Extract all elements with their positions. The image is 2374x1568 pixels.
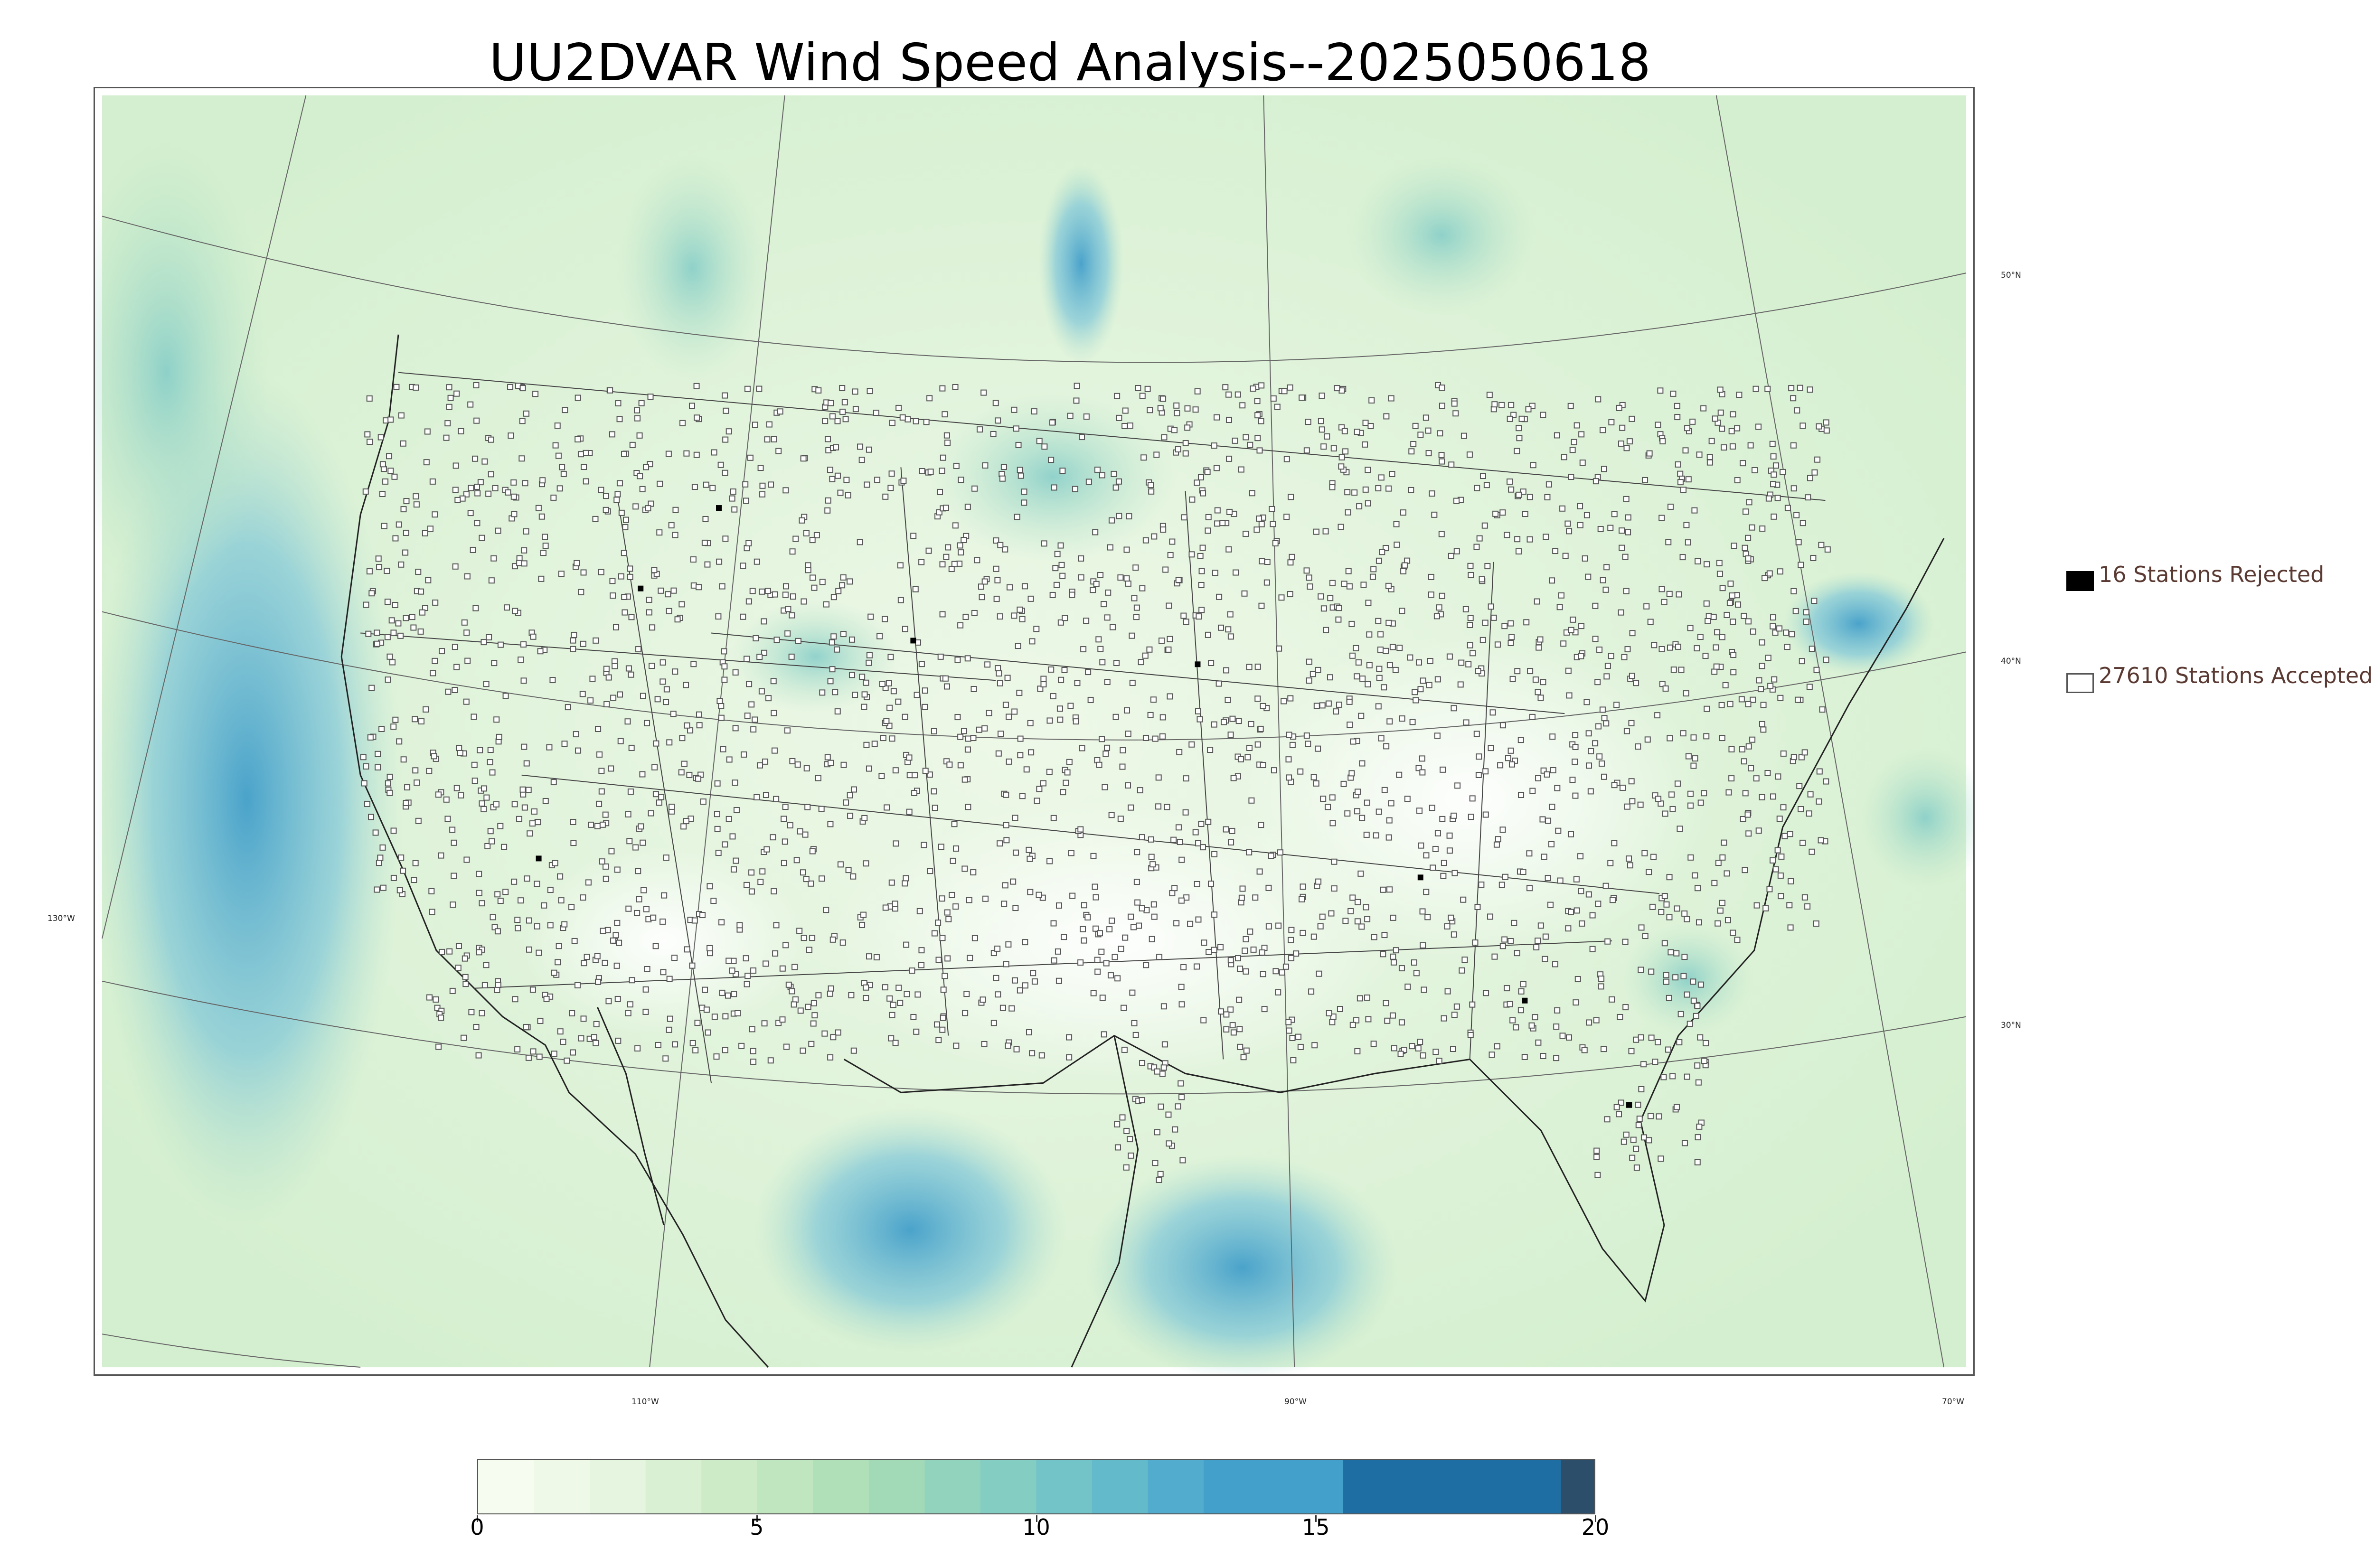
legend-accepted-label: 27610 Stations Accepted — [2099, 663, 2373, 688]
colorbar-bin-14 — [1343, 1460, 1561, 1513]
colorbar-bin-2 — [590, 1460, 646, 1513]
colorbar-tick-4 — [1595, 1515, 1596, 1522]
lat-label-30: 30°N — [2001, 1021, 2021, 1030]
colorbar-tick-0 — [477, 1515, 478, 1522]
map-canvas — [95, 95, 1973, 1374]
coastlines — [340, 334, 1945, 1368]
state-borders — [360, 372, 1826, 1083]
wind-speed-colorbar — [477, 1459, 1595, 1514]
colorbar-bin-1 — [534, 1460, 590, 1513]
colorbar-bin-3 — [645, 1460, 702, 1513]
colorbar-bin-6 — [813, 1460, 869, 1513]
accepted-swatch — [2066, 673, 2094, 693]
colorbar-bin-10 — [1036, 1460, 1093, 1513]
colorbar-bin-8 — [924, 1460, 981, 1513]
mexico-wind-area — [754, 1107, 1067, 1353]
colorbar-bin-7 — [868, 1460, 925, 1513]
colorbar-tick-label-3: 15 — [1301, 1514, 1330, 1540]
station-markers — [360, 382, 1831, 1183]
colorbar-tick-label-1: 5 — [750, 1514, 764, 1540]
colorbar-tick-label-2: 10 — [1022, 1514, 1050, 1540]
legend-rejected-label: 16 Stations Rejected — [2099, 562, 2325, 587]
lon-label-90: 90°W — [1284, 1397, 1307, 1407]
lat-label-40: 40°N — [2001, 657, 2021, 666]
colorbar-tick-2 — [1036, 1515, 1037, 1522]
lake-winnipeg-wind — [1038, 164, 1124, 363]
colorbar-bin-9 — [980, 1460, 1036, 1513]
lat-label-50: 50°N — [2001, 271, 2021, 280]
colorbar-tick-3 — [1315, 1515, 1317, 1522]
rejected-station-markers — [536, 505, 1632, 1108]
lon-label-130: 130°W — [47, 914, 75, 923]
colorbar-tick-label-0: 0 — [470, 1514, 484, 1540]
lon-label-70: 70°W — [1942, 1397, 1964, 1407]
rejected-swatch — [2066, 571, 2094, 591]
map-title: UU2DVAR Wind Speed Analysis--2025050618 — [489, 33, 1651, 93]
wind-speed-map[interactable] — [94, 87, 1975, 1376]
colorbar-tick-1 — [756, 1515, 758, 1522]
atlantic-wind-area — [1782, 571, 1935, 676]
colorbar-bin-4 — [701, 1460, 758, 1513]
colorbar-bin-15 — [1561, 1460, 1594, 1513]
graticule — [102, 95, 1967, 1368]
colorbar-bin-5 — [757, 1460, 813, 1513]
gulf-wind-area — [1085, 1154, 1399, 1374]
colorbar-tick-label-4: 20 — [1581, 1514, 1610, 1540]
colorbar-bin-12 — [1148, 1460, 1204, 1513]
lon-label-110: 110°W — [631, 1397, 659, 1407]
colorbar-bin-11 — [1092, 1460, 1149, 1513]
colorbar-bin-13 — [1204, 1460, 1344, 1513]
colorbar-bin-0 — [478, 1460, 535, 1513]
